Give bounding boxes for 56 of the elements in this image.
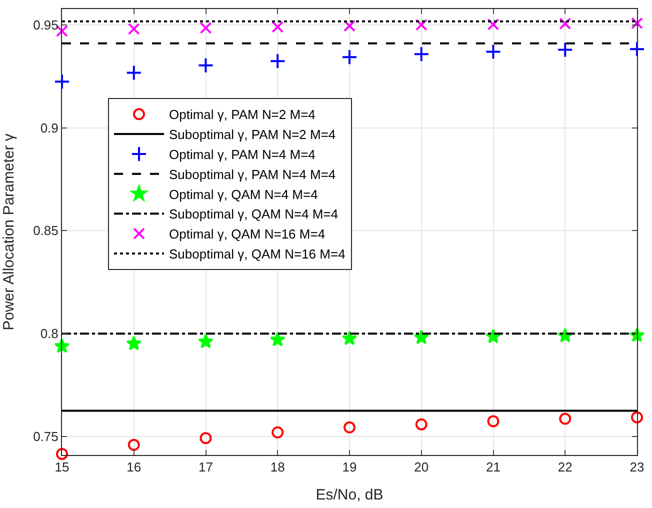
point [198,57,214,74]
point [487,18,500,30]
x-tick-label: 17 [198,460,213,475]
x-tick-label: 20 [414,460,429,475]
x-tick-label: 23 [630,460,644,475]
y-tick-label: 0.85 [33,223,58,238]
point [272,20,284,33]
point [342,330,358,346]
legend-label: Suboptimal γ, PAM N=4 M=4 [169,166,336,182]
point [485,44,502,60]
legend-label: Suboptimal γ, PAM N=2 M=4 [169,127,336,142]
point [629,41,645,58]
y-axis-title: Power Allocation Parameter γ [0,133,18,330]
x-tick-label: 22 [558,460,572,475]
point [54,74,70,90]
legend-label: Optimal γ, QAM N=4 M=4 [169,186,318,202]
point [414,329,430,344]
point [415,418,428,430]
point [270,53,286,70]
point [272,426,284,438]
y-tick-label: 0.8 [40,326,58,342]
point [631,17,643,30]
point [487,415,500,428]
point [198,334,214,348]
point [128,438,140,451]
legend-label: Suboptimal γ, QAM N=16 M=4 [169,246,346,262]
point [56,25,68,38]
x-axis-title: Es/No, dB [316,486,384,504]
point [413,46,430,62]
legend-label: Suboptimal γ, QAM N=4 M=4 [169,206,338,222]
point [631,411,643,424]
point [56,448,68,460]
point [200,432,212,444]
point [557,42,574,58]
point [344,20,356,32]
y-tick-label: 0.95 [33,17,58,32]
legend-label: Optimal γ, PAM N=2 M=4 [169,107,316,122]
point [559,18,572,30]
x-tick-label: 15 [54,460,70,475]
x-tick-label: 21 [486,460,500,475]
y-tick-label: 0.75 [33,429,58,444]
x-tick-label: 18 [270,460,285,475]
point [200,22,212,34]
point [415,18,428,31]
x-tick-label: 16 [126,460,142,475]
legend-label: Optimal γ, PAM N=4 M=4 [169,147,316,162]
point [270,332,286,346]
y-tick-label: 0.9 [40,120,58,136]
point [342,49,358,66]
x-tick-label: 19 [342,460,357,475]
point [344,421,356,434]
point [559,412,572,425]
point [128,22,140,35]
point [126,336,142,350]
point [126,64,142,81]
legend-label: Optimal γ, QAM N=16 M=4 [169,226,326,242]
